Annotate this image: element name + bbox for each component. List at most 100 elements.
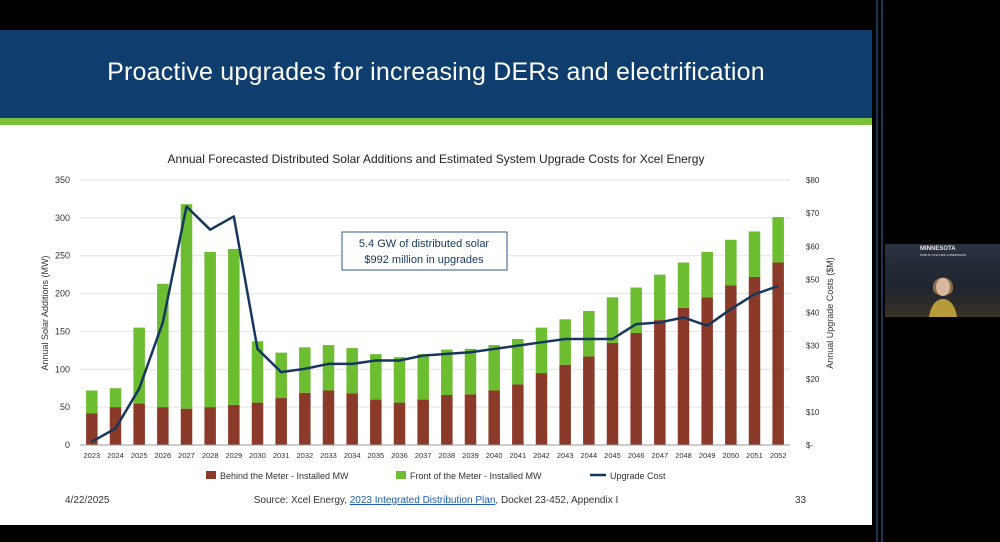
bar-behind-meter xyxy=(180,408,193,445)
legend-label-front-meter: Front of the Meter - Installed MW xyxy=(410,471,542,481)
bar-front-meter xyxy=(677,262,690,308)
bar-front-meter xyxy=(654,274,666,321)
bar-behind-meter xyxy=(441,395,453,445)
bar-front-meter xyxy=(275,352,287,399)
upgrade-cost-point xyxy=(398,359,401,362)
bar-front-meter xyxy=(228,248,240,405)
x-tick-label: 2042 xyxy=(533,451,550,460)
bar-front-meter xyxy=(512,339,524,385)
bar-behind-meter xyxy=(370,399,382,445)
x-tick-label: 2050 xyxy=(722,451,739,460)
chart-title: Annual Forecasted Distributed Solar Addi… xyxy=(168,152,705,166)
title-bar: Proactive upgrades for increasing DERs a… xyxy=(0,30,872,118)
bars xyxy=(86,204,784,445)
bar-front-meter xyxy=(464,348,477,395)
logo-line-2: PUBLIC UTILITIES COMMISSION xyxy=(920,253,967,257)
divider-line xyxy=(881,0,883,542)
x-tick-label: 2036 xyxy=(391,451,408,460)
window-divider xyxy=(876,0,884,542)
x-tick-label: 2029 xyxy=(225,451,242,460)
bar-front-meter xyxy=(441,349,453,396)
bar-front-meter xyxy=(417,354,429,400)
legend-label-upgrade-cost: Upgrade Cost xyxy=(610,471,666,481)
participant-video xyxy=(929,277,957,317)
bar-front-meter xyxy=(204,251,216,408)
x-tick-label: 2043 xyxy=(557,451,574,460)
y-tick-label: 250 xyxy=(55,251,70,261)
bar-behind-meter xyxy=(725,285,737,445)
upgrade-cost-point xyxy=(422,354,424,357)
divider-line xyxy=(876,0,878,542)
upgrade-cost-point xyxy=(280,371,282,373)
video-tile[interactable]: MINNESOTA PUBLIC UTILITIES COMMISSION xyxy=(885,244,1000,317)
upgrade-cost-point xyxy=(91,440,93,443)
bar-front-meter xyxy=(346,348,358,394)
x-tick-label: 2047 xyxy=(651,451,668,460)
logo-line-1: MINNESOTA xyxy=(920,246,956,252)
y2-tick-label: $50 xyxy=(806,275,820,284)
x-tick-label: 2046 xyxy=(628,451,645,460)
bar-front-meter xyxy=(251,341,264,403)
video-logo: MINNESOTA PUBLIC UTILITIES COMMISSION xyxy=(920,246,966,258)
y-tick-label: 200 xyxy=(55,289,70,299)
x-tick-label: 2041 xyxy=(509,451,526,460)
bar-behind-meter xyxy=(772,262,784,445)
upgrade-cost-point xyxy=(469,351,472,354)
bar-front-meter xyxy=(322,345,335,391)
x-tick-label: 2024 xyxy=(107,451,124,460)
upgrade-cost-point xyxy=(753,293,756,296)
x-tick-label: 2028 xyxy=(202,451,219,460)
bar-front-meter xyxy=(393,357,406,403)
footer-date: 4/22/2025 xyxy=(65,495,110,506)
bar-behind-meter xyxy=(630,332,642,445)
upgrade-cost-point xyxy=(517,344,519,347)
annotation-box: 5.4 GW of distributed solar $992 million… xyxy=(341,231,508,271)
upgrade-cost-point xyxy=(611,338,614,340)
bar-behind-meter xyxy=(157,407,169,445)
bar-front-meter xyxy=(370,354,382,400)
bar-behind-meter xyxy=(488,390,500,445)
y2-tick-label: $- xyxy=(806,441,813,450)
upgrade-cost-point xyxy=(256,348,259,350)
page-number: 33 xyxy=(795,495,807,506)
y-tick-label: 350 xyxy=(55,175,70,185)
upgrade-cost-point xyxy=(162,321,164,324)
bar-behind-meter xyxy=(346,393,358,445)
upgrade-cost-point xyxy=(777,285,779,287)
source-link[interactable]: 2023 Integrated Distribution Plan xyxy=(349,495,496,506)
y-tick-label: 150 xyxy=(55,326,70,336)
upgrade-cost-point xyxy=(185,205,188,208)
upgrade-cost-series xyxy=(91,205,779,443)
x-tick-label: 2034 xyxy=(344,451,361,460)
bar-behind-meter xyxy=(299,392,311,445)
bar-behind-meter xyxy=(583,356,595,445)
x-tick-label: 2023 xyxy=(83,451,100,460)
bar-front-meter xyxy=(133,327,145,404)
y2-tick-label: $10 xyxy=(806,408,820,417)
bar-behind-meter xyxy=(654,320,666,445)
y-tick-label: 300 xyxy=(55,213,70,223)
bar-front-meter xyxy=(701,251,713,298)
accent-band xyxy=(0,118,872,125)
upgrade-cost-point xyxy=(730,308,732,310)
upgrade-cost-point xyxy=(114,427,117,430)
x-tick-label: 2045 xyxy=(604,451,621,460)
bar-front-meter xyxy=(559,319,571,365)
bar-behind-meter xyxy=(322,390,335,445)
source-suffix: , Docket 23-452, Appendix I xyxy=(495,495,619,506)
x-tick-label: 2026 xyxy=(154,451,171,460)
bar-front-meter xyxy=(86,390,98,414)
y2-tick-label: $20 xyxy=(806,375,820,384)
x-tick-label: 2033 xyxy=(320,451,337,460)
bar-front-meter xyxy=(109,388,122,408)
bar-front-meter xyxy=(606,297,619,343)
x-tick-label: 2044 xyxy=(580,451,597,460)
upgrade-cost-point xyxy=(327,363,330,365)
upgrade-cost-point xyxy=(304,368,306,370)
bar-front-meter xyxy=(748,231,761,277)
legend: Behind the Meter - Installed MW Front of… xyxy=(206,471,666,481)
bar-front-meter xyxy=(157,283,169,408)
y2-tick-label: $60 xyxy=(806,242,820,251)
y-tick-label: 0 xyxy=(65,440,70,450)
x-tick-label: 2038 xyxy=(438,451,455,460)
